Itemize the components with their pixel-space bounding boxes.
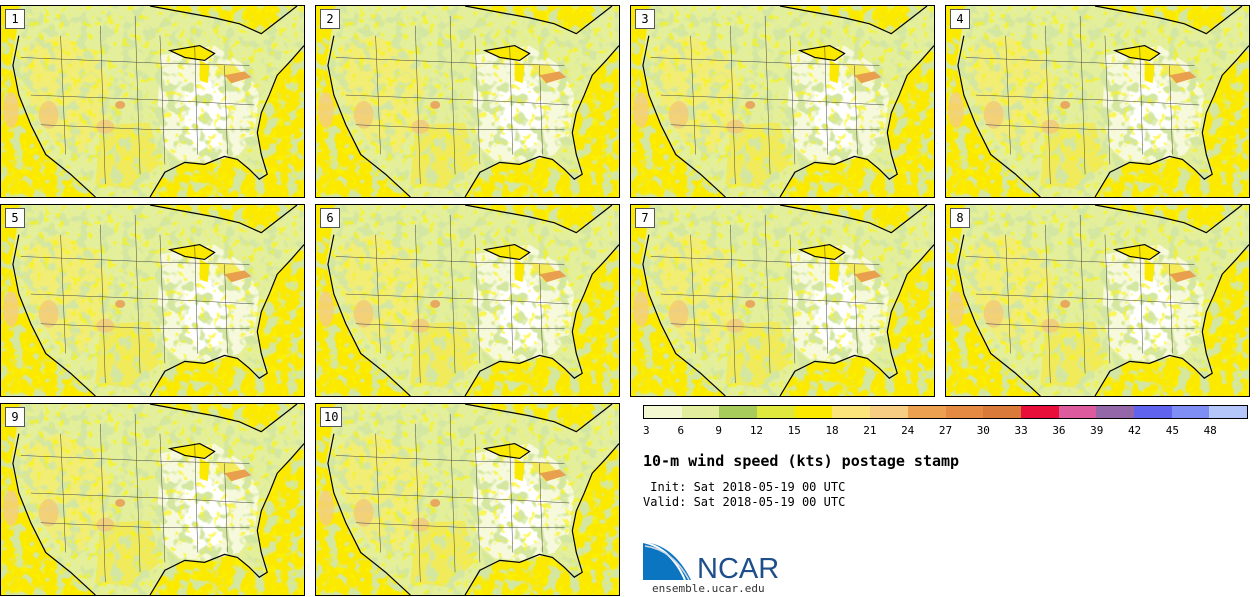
valid-time: Valid: Sat 2018-05-19 00 UTC bbox=[643, 495, 846, 509]
colorbar-tick-24: 24 bbox=[901, 424, 915, 437]
member-label: 4 bbox=[950, 9, 970, 29]
colorbar-tick-15: 15 bbox=[787, 424, 801, 437]
colorbar bbox=[643, 405, 1248, 419]
member-label: 3 bbox=[635, 9, 655, 29]
colorbar-tick-45: 45 bbox=[1165, 424, 1179, 437]
colorbar-tick-18: 18 bbox=[825, 424, 839, 437]
colorbar-tick-30: 30 bbox=[976, 424, 990, 437]
member-label: 7 bbox=[635, 208, 655, 228]
colorbar-bin-15 bbox=[1209, 406, 1247, 418]
colorbar-bin-7 bbox=[907, 406, 946, 418]
colorbar-tick-27: 27 bbox=[938, 424, 953, 437]
member-map-10: 10 bbox=[315, 403, 620, 596]
svg-text:NCAR: NCAR bbox=[697, 553, 779, 582]
member-label: 8 bbox=[950, 208, 970, 228]
colorbar-bin-12 bbox=[1096, 406, 1134, 418]
colorbar-bin-14 bbox=[1171, 406, 1210, 418]
logo-url: ensemble.ucar.edu bbox=[652, 582, 765, 595]
colorbar-bin-11 bbox=[1058, 406, 1097, 418]
colorbar-bin-1 bbox=[681, 406, 720, 418]
colorbar-tick-12: 12 bbox=[749, 424, 764, 437]
member-label: 6 bbox=[320, 208, 340, 228]
colorbar-tick-21: 21 bbox=[863, 424, 877, 437]
member-map-4: 4 bbox=[945, 5, 1250, 198]
member-map-3: 3 bbox=[630, 5, 935, 198]
colorbar-bin-0 bbox=[644, 406, 682, 418]
colorbar-tick-9: 9 bbox=[715, 424, 722, 437]
member-map-5: 5 bbox=[0, 204, 305, 397]
colorbar-tick-3: 3 bbox=[643, 424, 650, 437]
colorbar-tick-36: 36 bbox=[1052, 424, 1066, 437]
colorbar-bin-2 bbox=[719, 406, 758, 418]
colorbar-bin-3 bbox=[757, 406, 795, 418]
colorbar-tick-6: 6 bbox=[677, 424, 685, 437]
colorbar-bin-10 bbox=[1020, 406, 1059, 418]
colorbar-tick-33: 33 bbox=[1014, 424, 1028, 437]
colorbar-tick-39: 39 bbox=[1090, 424, 1104, 437]
colorbar-bin-9 bbox=[983, 406, 1021, 418]
member-label: 10 bbox=[320, 407, 343, 427]
colorbar-bin-4 bbox=[794, 406, 833, 418]
colorbar-bin-6 bbox=[870, 406, 908, 418]
member-map-7: 7 bbox=[630, 204, 935, 397]
plot-title: 10-m wind speed (kts) postage stamp bbox=[643, 452, 960, 470]
member-map-6: 6 bbox=[315, 204, 620, 397]
member-map-2: 2 bbox=[315, 5, 620, 198]
colorbar-bin-13 bbox=[1133, 406, 1172, 418]
member-label: 5 bbox=[5, 208, 25, 228]
colorbar-bin-8 bbox=[945, 406, 984, 418]
member-map-9: 9 bbox=[0, 403, 305, 596]
member-label: 1 bbox=[5, 9, 25, 29]
colorbar-tick-labels: 3 6 9 12 15 18 21 24 27 30 33 36 39 42 45 48 bbox=[643, 424, 1248, 438]
ncar-logo: NCAR bbox=[642, 540, 793, 586]
member-label: 9 bbox=[5, 407, 25, 427]
colorbar-tick-42: 42 bbox=[1127, 424, 1142, 437]
colorbar-tick-48: 48 bbox=[1203, 424, 1217, 437]
member-map-8: 8 bbox=[945, 204, 1250, 397]
init-time: Init: Sat 2018-05-19 00 UTC bbox=[643, 480, 846, 494]
colorbar-bin-5 bbox=[832, 406, 871, 418]
member-label: 2 bbox=[320, 9, 340, 29]
member-map-1: 1 bbox=[0, 5, 305, 198]
